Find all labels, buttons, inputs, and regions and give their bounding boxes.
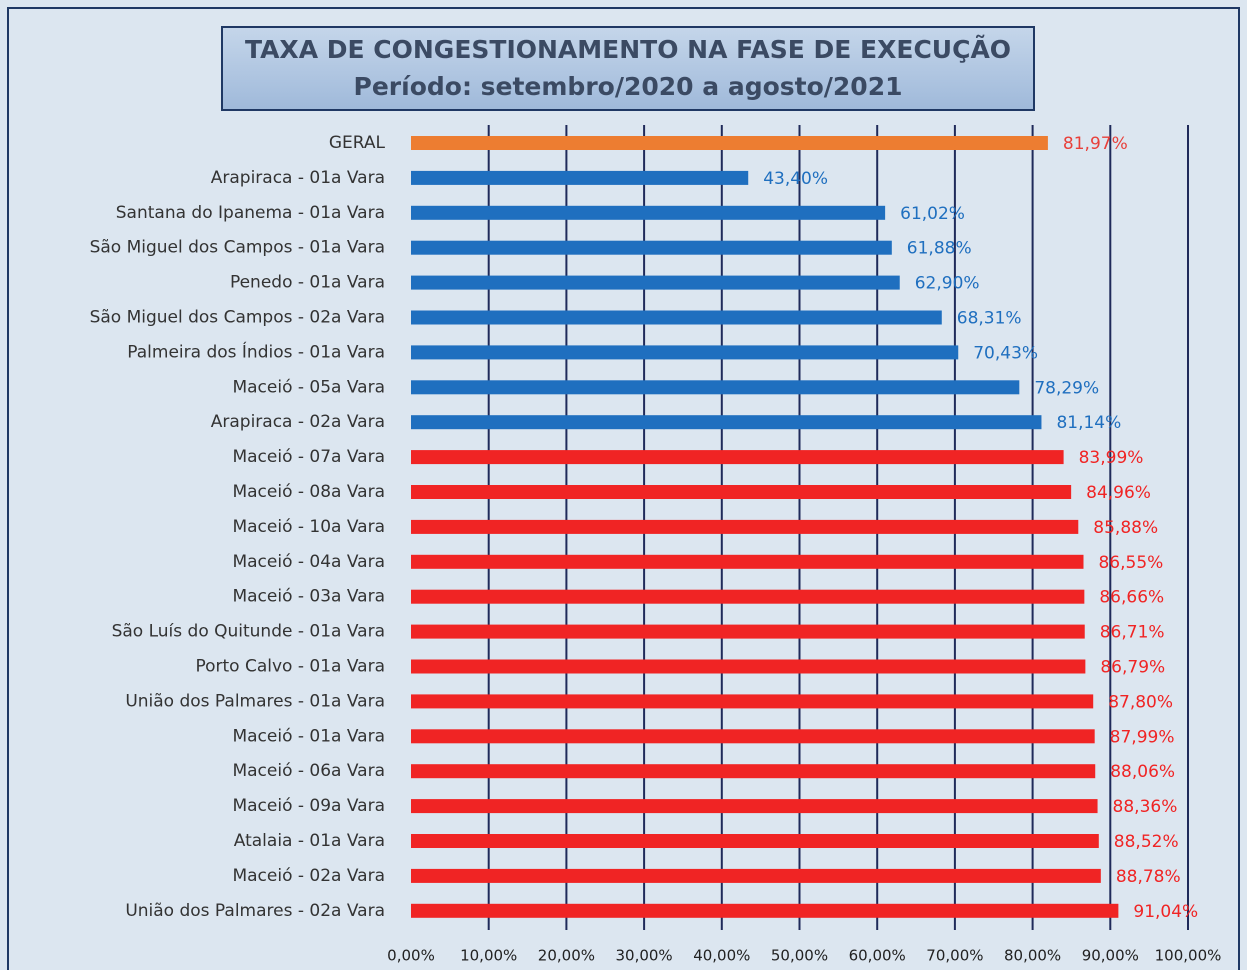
y-tick-label: Maceió - 10a Vara — [232, 517, 385, 537]
y-tick-label: Maceió - 04a Vara — [232, 552, 385, 572]
y-tick-label: Maceió - 05a Vara — [232, 377, 385, 397]
x-tick-label: 30,00% — [615, 947, 672, 965]
chart-title: TAXA DE CONGESTIONAMENTO NA FASE DE EXEC… — [245, 35, 1011, 64]
x-tick-label: 70,00% — [926, 947, 983, 965]
y-tick-label: Palmeira dos Índios - 01a Vara — [127, 340, 385, 362]
y-tick-label: Arapiraca - 01a Vara — [211, 168, 385, 188]
y-tick-label: Penedo - 01a Vara — [230, 273, 385, 293]
y-tick-label: Arapiraca - 02a Vara — [211, 412, 385, 432]
bar — [411, 834, 1099, 848]
x-tick-label: 60,00% — [849, 947, 906, 965]
value-label: 70,43% — [973, 343, 1038, 363]
x-tick-label: 90,00% — [1082, 947, 1139, 965]
value-label: 87,99% — [1110, 727, 1175, 747]
bar — [411, 345, 959, 360]
bar — [411, 380, 1020, 395]
bar — [411, 729, 1095, 744]
bar — [411, 415, 1042, 430]
x-tick-label: 10,00% — [460, 947, 517, 965]
bar — [411, 694, 1094, 709]
bar — [411, 554, 1084, 569]
bar — [411, 240, 892, 255]
bar — [411, 659, 1086, 674]
bar — [411, 903, 1119, 918]
x-tick-label: 100,00% — [1155, 947, 1222, 965]
value-label: 86,55% — [1098, 553, 1163, 573]
y-tick-label: Atalaia - 01a Vara — [234, 831, 385, 851]
bar — [411, 799, 1098, 814]
value-label: 61,02% — [900, 204, 965, 224]
x-tick-label: 80,00% — [1004, 947, 1061, 965]
bar — [411, 275, 900, 290]
title-box — [221, 26, 1035, 111]
y-tick-label: São Miguel dos Campos - 02a Vara — [90, 308, 385, 328]
value-label: 83,99% — [1079, 448, 1144, 468]
value-label: 62,90% — [915, 274, 980, 294]
bar — [411, 450, 1064, 465]
y-tick-label: São Luís do Quitunde - 01a Vara — [112, 622, 385, 642]
bar — [411, 170, 749, 185]
bar — [411, 624, 1085, 639]
x-tick-label: 50,00% — [771, 947, 828, 965]
value-label: 61,88% — [907, 239, 972, 259]
value-label: 88,06% — [1110, 762, 1175, 782]
bar — [411, 136, 1048, 150]
value-label: 81,97% — [1063, 134, 1128, 154]
y-tick-label: Maceió - 09a Vara — [232, 796, 385, 816]
y-tick-label: Maceió - 01a Vara — [232, 726, 385, 746]
y-tick-label: Maceió - 07a Vara — [232, 447, 385, 467]
value-label: 88,78% — [1116, 867, 1181, 887]
value-label: 88,52% — [1114, 832, 1179, 852]
value-label: 81,14% — [1056, 413, 1121, 433]
value-label: 86,71% — [1100, 623, 1165, 643]
x-tick-label: 20,00% — [538, 947, 595, 965]
value-label: 87,80% — [1108, 692, 1173, 712]
value-label: 91,04% — [1133, 902, 1198, 922]
value-label: 88,36% — [1113, 797, 1178, 817]
x-tick-label: 40,00% — [693, 947, 750, 965]
y-tick-label: Maceió - 06a Vara — [232, 761, 385, 781]
bar — [411, 485, 1072, 499]
value-label: 84,96% — [1086, 483, 1151, 503]
y-tick-label: Santana do Ipanema - 01a Vara — [116, 203, 385, 223]
x-tick-label: 0,00% — [387, 947, 435, 965]
bar — [411, 310, 942, 325]
value-label: 86,79% — [1100, 658, 1165, 678]
value-label: 86,66% — [1099, 588, 1164, 608]
value-label: 85,88% — [1093, 518, 1158, 538]
value-label: 43,40% — [763, 169, 828, 189]
y-tick-label: União dos Palmares - 01a Vara — [125, 691, 385, 711]
y-tick-label: Porto Calvo - 01a Vara — [195, 657, 385, 677]
y-tick-label: Maceió - 03a Vara — [232, 587, 385, 607]
y-tick-label: GERAL — [329, 133, 386, 153]
chart-subtitle: Período: setembro/2020 a agosto/2021 — [354, 72, 903, 101]
value-label: 68,31% — [957, 309, 1022, 329]
bar — [411, 868, 1101, 883]
bar — [411, 764, 1096, 779]
y-tick-label: Maceió - 02a Vara — [232, 866, 385, 886]
value-label: 78,29% — [1034, 378, 1099, 398]
bar — [411, 519, 1079, 534]
y-tick-label: São Miguel dos Campos - 01a Vara — [90, 238, 385, 258]
bar — [411, 589, 1085, 604]
y-tick-label: União dos Palmares - 02a Vara — [125, 901, 385, 921]
bar — [411, 205, 886, 220]
y-tick-label: Maceió - 08a Vara — [232, 482, 385, 502]
